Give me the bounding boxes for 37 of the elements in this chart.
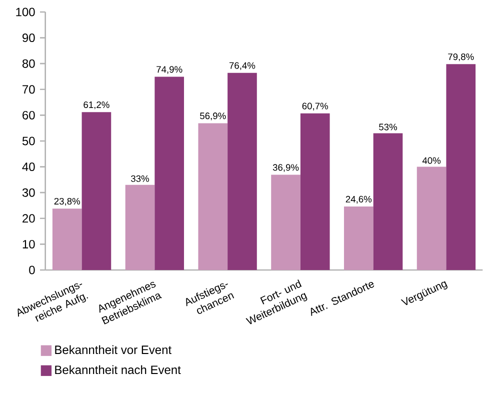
y-tick-label: 90 <box>22 34 35 42</box>
data-label: 36,9% <box>272 164 299 172</box>
bar <box>344 206 374 270</box>
y-tick-label: 50 <box>22 136 35 146</box>
data-label: 60,7% <box>302 102 328 110</box>
y-tick-label: 80 <box>22 59 35 68</box>
bar <box>416 166 446 270</box>
data-label: 61,2% <box>84 101 110 110</box>
y-tick-label: 30 <box>22 188 35 197</box>
y-tick-label: 20 <box>22 214 35 223</box>
y-tick-label: 10 <box>22 240 35 248</box>
bar <box>373 133 403 270</box>
bar <box>446 64 476 270</box>
data-label: 56,9% <box>200 112 226 120</box>
data-label: 74,9% <box>156 66 182 74</box>
legend-label: Bekanntheit vor Event <box>55 345 172 354</box>
legend-label: Bekanntheit nach Event <box>55 365 181 374</box>
bar <box>228 72 257 270</box>
y-tick-label: 100 <box>16 8 35 16</box>
y-tick-label: 60 <box>22 110 35 120</box>
data-label: 53% <box>379 124 398 130</box>
y-tick-label: 0 <box>29 266 35 274</box>
bar <box>198 123 228 270</box>
data-label: 40% <box>422 157 441 164</box>
data-label: 76,4% <box>229 62 256 70</box>
bar <box>82 112 112 270</box>
y-tick-label: 70 <box>22 85 35 94</box>
data-label: 79,8% <box>448 53 474 62</box>
bar <box>125 184 155 270</box>
data-label: 24,6% <box>346 196 372 204</box>
bar <box>271 174 300 270</box>
data-label: 33% <box>131 175 150 182</box>
bar <box>154 76 184 270</box>
bar <box>52 208 82 270</box>
bar <box>300 113 330 270</box>
y-tick-label: 40 <box>22 162 35 172</box>
data-label: 23,8% <box>54 198 80 206</box>
